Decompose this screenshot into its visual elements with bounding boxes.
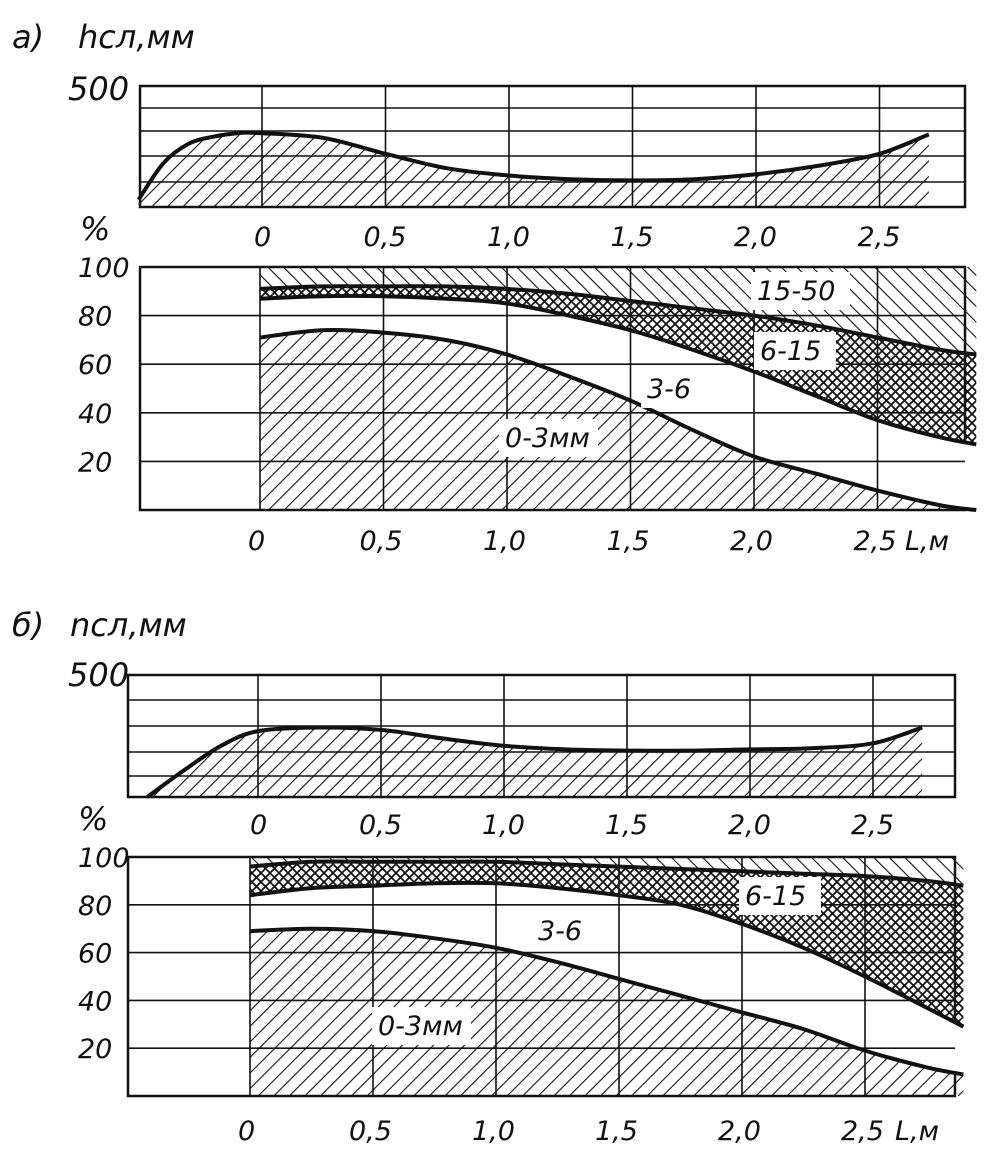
b-comp-xtick-3: 1,5 (595, 1116, 638, 1147)
a-comp-series-plate-2 (754, 332, 836, 370)
b-depth-xtick-3: 1,5 (605, 810, 648, 841)
panel-b-letter: б) (12, 606, 44, 644)
b-comp-ytick-1: 80 (78, 891, 112, 922)
b-depth-xtick-1: 0,5 (359, 810, 402, 841)
a-comp-ytick-2: 60 (78, 350, 112, 381)
b-comp-series-label-2: 6-15 (745, 881, 806, 912)
panel-a-depth-chart: 0 0,5 1,0 1,5 2,0 2,5 (136, 84, 967, 253)
b-depth-area (147, 727, 923, 797)
a-comp-xtick-1: 0,5 (360, 526, 403, 557)
a-comp-series-plate-3 (751, 272, 850, 310)
a-comp-series-label-0: 0-3мм (505, 423, 590, 454)
b-comp-ytick-2: 60 (78, 939, 112, 970)
a-comp-area-2 (260, 286, 977, 445)
b-comp-ytick-0: 100 (78, 843, 130, 874)
b-comp-boundary-2 (249, 859, 964, 888)
panel-b-composition-ylabel: % (78, 800, 108, 838)
b-depth-xtick-5: 2,5 (851, 810, 894, 841)
a-comp-ytick-3: 40 (78, 399, 112, 430)
a-depth-area (138, 132, 929, 207)
b-comp-xtick-5: 2,5 (841, 1116, 884, 1147)
a-depth-xtick-0: 0 (254, 222, 271, 253)
b-depth-xtick-0: 0 (250, 810, 267, 841)
b-comp-series-label-0: 0-3мм (378, 1011, 463, 1042)
a-comp-ytick-0: 100 (78, 253, 130, 284)
a-comp-xtick-4: 2,0 (730, 526, 773, 557)
panel-a-composition-ylabel: % (80, 210, 110, 248)
a-comp-boundary-0 (259, 328, 977, 512)
b-comp-boundary-0 (249, 926, 964, 1077)
b-comp-ytick-3: 40 (78, 986, 112, 1017)
b-comp-xlabel: L,м (895, 1116, 939, 1147)
a-comp-boundary-1 (259, 293, 977, 447)
panel-a-letter: а) (12, 18, 44, 56)
b-comp-xtick-0: 0 (238, 1116, 255, 1147)
b-comp-ytick-4: 20 (78, 1034, 112, 1065)
panel-b-depth-ytick: 500 (68, 656, 129, 694)
panel-b-composition-chart: 100 80 60 40 20 0 0,5 1,0 1,5 2,0 2,5 L,м 0-3мм 3-6 6-… (78, 843, 965, 1147)
a-comp-series-label-3: 15-50 (757, 276, 835, 307)
a-comp-xtick-2: 1,0 (483, 526, 526, 557)
b-depth-line (146, 725, 923, 799)
a-comp-xlabel: L,м (905, 526, 949, 557)
a-comp-area-1 (260, 295, 977, 510)
a-depth-line (136, 130, 930, 201)
b-depth-xtick-4: 2,0 (728, 810, 771, 841)
a-depth-xtick-1: 0,5 (364, 222, 407, 253)
b-comp-xtick-1: 0,5 (349, 1116, 392, 1147)
b-comp-xtick-4: 2,0 (718, 1116, 761, 1147)
a-comp-ytick-4: 20 (78, 447, 112, 478)
panel-a-composition-chart: 100 80 60 40 20 0 0,5 1,0 1,5 2,0 2,5 L,м 0-3мм 3-6 6-… (78, 253, 977, 557)
a-comp-series-label-2: 6-15 (760, 336, 821, 367)
panel-a-depth-ylabel: hсл,мм (78, 18, 195, 56)
b-comp-xtick-2: 1,0 (472, 1116, 515, 1147)
a-comp-xtick-5: 2,5 (854, 526, 897, 557)
a-comp-boundary-2 (259, 284, 977, 357)
b-comp-series-plate-1 (532, 912, 597, 950)
a-comp-xtick-0: 0 (248, 526, 265, 557)
b-comp-area-1 (250, 882, 964, 1075)
a-comp-ytick-1: 80 (78, 302, 112, 333)
b-comp-boundary-1 (249, 880, 965, 1029)
panel-b-depth-ylabel: nсл,мм (70, 606, 187, 644)
panel-b-depth-chart: 0 0,5 1,0 1,5 2,0 2,5 (126, 673, 957, 841)
a-depth-xtick-3: 1,5 (611, 222, 654, 253)
a-depth-xtick-5: 2,5 (858, 222, 901, 253)
panel-a-depth-ytick: 500 (68, 70, 129, 108)
a-depth-xtick-4: 2,0 (734, 222, 777, 253)
a-comp-series-plate-1 (641, 370, 706, 408)
a-comp-xtick-3: 1,5 (607, 526, 650, 557)
a-depth-xtick-2: 1,0 (487, 222, 530, 253)
a-comp-area-0 (260, 329, 977, 510)
b-depth-xtick-2: 1,0 (482, 810, 525, 841)
b-comp-series-plate-0 (372, 1007, 471, 1045)
b-comp-series-plate-2 (739, 877, 821, 915)
a-comp-series-plate-0 (499, 419, 598, 457)
b-comp-area-0 (250, 928, 964, 1096)
b-comp-series-label-1: 3-6 (538, 916, 582, 947)
a-comp-series-label-1: 3-6 (647, 374, 691, 405)
b-comp-area-top (250, 857, 964, 886)
panel-a: а) hсл,мм 500 0 0,5 1,0 1,5 2,0 2,5 % 100 80 60… (12, 18, 977, 557)
panel-b: б) nсл,мм 500 0 0,5 1,0 1,5 2,0 2,5 % 100 80 60… (12, 606, 965, 1147)
